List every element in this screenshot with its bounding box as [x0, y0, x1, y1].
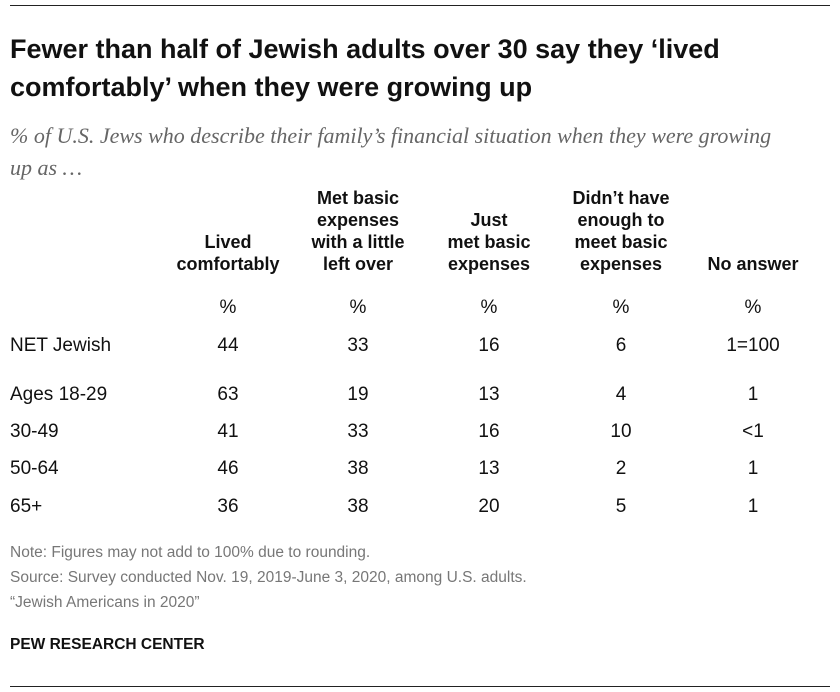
table-cell: 41	[217, 421, 239, 442]
column-header: Didn’t have	[572, 188, 670, 208]
table-cell: 44	[217, 335, 239, 356]
subtitle: % of U.S. Jews who describe their family…	[10, 123, 772, 180]
column-header: meet basic	[574, 232, 668, 252]
table-cell: 38	[347, 458, 369, 479]
table-cell: 33	[347, 421, 369, 442]
column-header: with a little	[311, 232, 405, 252]
column-header: expenses	[316, 210, 400, 230]
table-cell: 13	[478, 384, 500, 405]
table-cell: 1	[747, 384, 759, 405]
row-label: Ages 18-29	[10, 384, 108, 405]
column-header: Lived	[204, 232, 252, 252]
table-cell: 1	[747, 496, 759, 517]
table-cell: 5	[615, 496, 627, 517]
column-header: met basic	[447, 232, 531, 252]
table-cell: 38	[347, 496, 369, 517]
table-cell: 63	[217, 384, 239, 405]
table-cell: 13	[478, 458, 500, 479]
table-cell: 2	[615, 458, 627, 479]
table-cell: 10	[610, 421, 632, 442]
column-header: No answer	[707, 254, 799, 274]
row-label: 50-64	[10, 458, 59, 479]
unit-label: %	[744, 297, 762, 318]
column-header: Met basic	[316, 188, 400, 208]
table-cell: 46	[217, 458, 239, 479]
column-header: expenses	[447, 254, 531, 274]
unit-label: %	[612, 297, 630, 318]
column-header: expenses	[579, 254, 663, 274]
table-cell: 36	[217, 496, 239, 517]
column-header: left over	[322, 254, 394, 274]
unit-label: %	[219, 297, 237, 318]
title: Fewer than half of Jewish adults over 30…	[10, 34, 720, 102]
table-cell: 19	[347, 384, 369, 405]
unit-label: %	[349, 297, 367, 318]
table-cell: 16	[478, 335, 500, 356]
note: Note: Figures may not add to 100% due to…	[10, 544, 371, 561]
bottom-rule	[10, 686, 830, 687]
column-header: comfortably	[176, 254, 280, 274]
note: “Jewish Americans in 2020”	[10, 594, 200, 611]
table-cell: 33	[347, 335, 369, 356]
table-cell: 4	[615, 384, 627, 405]
table-cell: 6	[615, 335, 627, 356]
row-label: NET Jewish	[10, 335, 112, 356]
note: Source: Survey conducted Nov. 19, 2019-J…	[10, 569, 527, 586]
table-cell: <1	[742, 421, 764, 442]
table-cell: 16	[478, 421, 500, 442]
footer: PEW RESEARCH CENTER	[10, 636, 205, 653]
table-cell: 1	[747, 458, 759, 479]
row-label: 30-49	[10, 421, 59, 442]
column-header: Just	[470, 210, 508, 230]
row-label: 65+	[10, 496, 43, 517]
top-rule	[10, 5, 830, 6]
table-cell: 1=100	[726, 335, 780, 356]
unit-label: %	[480, 297, 498, 318]
column-header: enough to	[577, 210, 665, 230]
table-cell: 20	[478, 496, 500, 517]
